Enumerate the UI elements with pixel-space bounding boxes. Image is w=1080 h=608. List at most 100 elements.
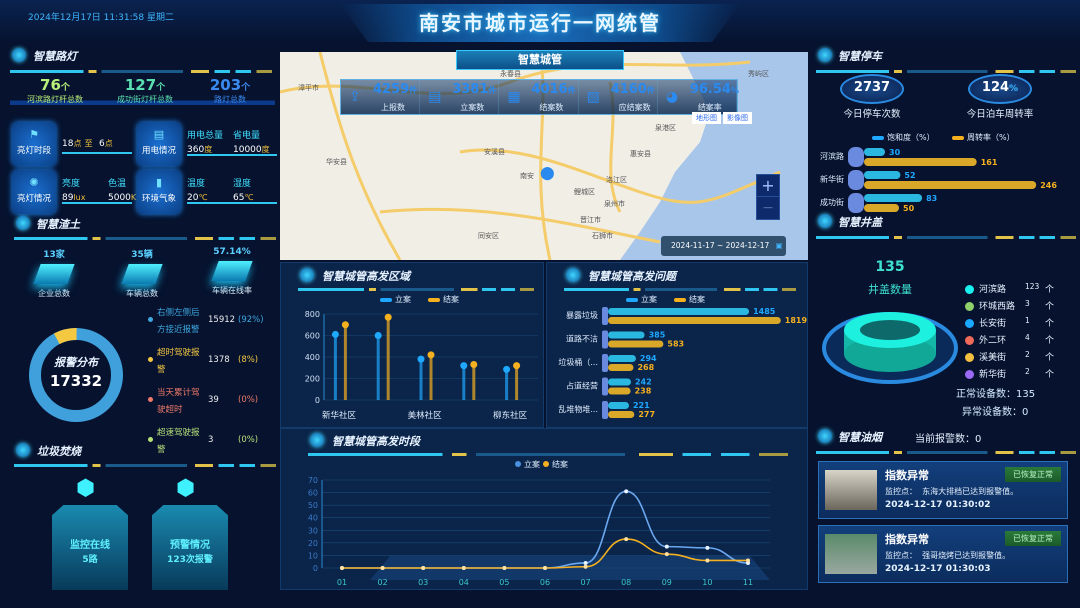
lamp-box[interactable]: ⚑ 亮灯时段: [12, 122, 56, 166]
data-point: [746, 558, 750, 563]
panel-icon: [16, 443, 30, 457]
map-type-button[interactable]: 地形图: [692, 112, 721, 124]
y-tick-label: 600: [305, 332, 320, 341]
bulb-icon: ✺: [29, 176, 39, 189]
data-point: [421, 566, 426, 570]
zoom-control: + −: [756, 174, 780, 220]
bar: [864, 158, 977, 166]
parking-bar-chart: 饱和度（%） 周转率（%） 河滨路 30 161 新华街 52 246 成功街 83 50: [820, 132, 1057, 213]
roads: [280, 52, 781, 260]
bar-stem: [376, 335, 380, 400]
legend-dot: [148, 437, 153, 442]
legend-label: 结案: [689, 294, 705, 304]
status-badge: 已恢复正常: [1005, 467, 1061, 482]
date-range-picker[interactable]: 2024-11-17 ~ 2024-12-17 ▣: [661, 236, 786, 256]
cube-icon: [33, 264, 75, 284]
bar: [864, 148, 885, 156]
y-tick-label: 50: [308, 501, 318, 510]
bar: [608, 308, 750, 315]
data-point: [502, 566, 507, 570]
legend-swatch: [380, 298, 392, 302]
panel-title-manhole: 智慧井盖: [838, 216, 882, 229]
category-cap: [848, 170, 864, 190]
calendar-icon[interactable]: ▣: [775, 241, 783, 250]
bar-value-label: 83: [926, 194, 937, 203]
area-bar-chart: 立案 结案 0 200 400 600 800 新华社区 美林社区 柳东社区: [305, 294, 538, 421]
chart-title: 智慧城管高发区域: [322, 270, 410, 283]
legend-label: 立案: [524, 459, 540, 469]
legend-dot: [965, 370, 974, 379]
bar-stem: [343, 324, 347, 400]
bar: [608, 402, 629, 409]
streetlight-stat: 76个 河滨路灯杆总数: [10, 76, 100, 105]
parking-stat-ring: 2737: [840, 74, 904, 104]
thermometer-box[interactable]: ▮ 环境气象: [137, 170, 181, 214]
legend-label: 饱和度（%）: [887, 132, 935, 142]
data-point: [705, 558, 710, 563]
legend-dot: [965, 353, 974, 362]
fume-alarm-card[interactable]: 指数异常 已恢复正常 监控点： 强哥烧烤已达到报警值。 2024-12-17 01:3…: [818, 525, 1068, 583]
map-type-button[interactable]: 影像图: [723, 112, 752, 124]
bar-stem: [419, 359, 423, 400]
data-point: [543, 566, 547, 570]
parking-stat-label: 今日泊车周转率: [966, 109, 1034, 120]
bar-value-label: 1819: [785, 316, 808, 325]
bar: [864, 171, 901, 179]
data-point: [705, 545, 710, 550]
x-tick-label: 03: [418, 578, 428, 587]
folder-icon: ▧: [586, 89, 600, 105]
y-tick-label: 60: [308, 489, 318, 498]
data-point: [583, 564, 588, 569]
box-label: 亮灯情况: [16, 194, 51, 204]
streetlight-stat: 127个 成功街灯杆总数: [100, 76, 190, 105]
bar: [608, 411, 635, 418]
box-label: 用电情况: [141, 146, 176, 156]
bar: [608, 331, 645, 339]
pie-icon: ◕: [665, 89, 679, 105]
boxes-icon: ⬢: [176, 476, 196, 501]
panel-icon: [310, 433, 324, 447]
y-tick-label: 30: [308, 526, 318, 535]
legend-dot: [965, 319, 974, 328]
panel-icon: [818, 429, 832, 443]
stat-unit: 个: [60, 83, 70, 93]
x-tick-label: 01: [337, 578, 347, 587]
map-stat: ▧ 4160件 应结案数: [579, 80, 658, 114]
time-line-chart: 立案 结案 0 10 20 30 40 50 60 70 01 02 03 04 05 06 07 08 09 10 1…: [308, 459, 770, 587]
alarm-item: 右侧左侧后方接近报警 15912 (92%): [148, 305, 276, 341]
stat-value: 76: [40, 76, 61, 94]
map-marker-icon[interactable]: ⬤: [540, 166, 555, 181]
zoom-in-button[interactable]: +: [757, 175, 779, 197]
category-label: 垃圾桶（...: [558, 357, 598, 367]
y-tick-label: 0: [313, 564, 318, 573]
category-label: 成功街: [820, 197, 844, 207]
stat-label: 路灯总数: [185, 94, 275, 105]
map-type-switch: 地形图 影像图: [692, 112, 752, 124]
streetlight-stat: 203个 路灯总数: [185, 76, 275, 105]
box-values: 温度 湿度 20℃ 65℃: [187, 179, 254, 203]
manhole-total: 135: [875, 259, 905, 275]
lamp-icon: ⚑: [29, 128, 39, 141]
legend-dot: [543, 461, 549, 467]
bar: [864, 194, 923, 202]
map-place-label: 漳平市: [298, 84, 319, 92]
parking-stat-label: 今日停车次数: [843, 109, 901, 120]
meter-box[interactable]: ▤ 用电情况: [137, 122, 181, 166]
bar: [608, 387, 631, 395]
legend-swatch: [952, 136, 964, 140]
bar-value-label: 277: [638, 410, 655, 419]
fume-alarm-card[interactable]: 指数异常 已恢复正常 监控点： 东海大排档已达到报警值。 2024-12-17 01:…: [818, 461, 1068, 519]
category-label: 暴露垃圾: [566, 310, 598, 320]
map-title: 智慧城管: [456, 50, 624, 70]
category-label: 道路不洁: [566, 334, 598, 344]
data-point: [624, 489, 629, 494]
y-tick-label: 400: [305, 353, 320, 362]
legend-swatch: [872, 136, 884, 140]
bar: [864, 181, 1037, 189]
bar: [608, 378, 631, 386]
zoom-out-button[interactable]: −: [762, 200, 774, 216]
bulb-box[interactable]: ✺ 亮灯情况: [12, 170, 56, 214]
manhole-legend-item: 长安街 1 个: [965, 316, 1075, 329]
legend-swatch: [626, 298, 638, 302]
x-tick-label: 美林社区: [408, 410, 443, 421]
